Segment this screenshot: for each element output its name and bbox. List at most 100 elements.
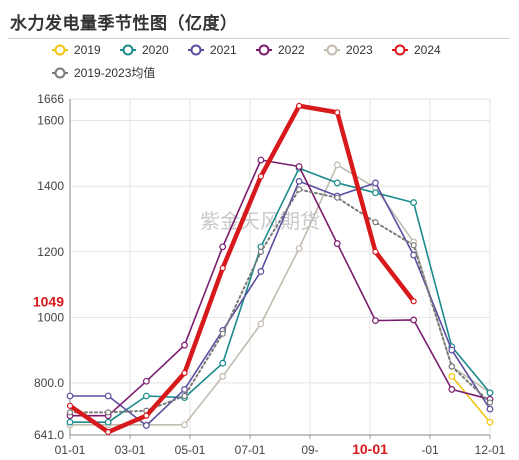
series-point xyxy=(295,177,303,185)
series-point xyxy=(66,409,74,416)
y-tick-label: 1666 xyxy=(37,92,64,106)
series-point xyxy=(372,219,379,226)
series-5 xyxy=(66,102,417,436)
series-point xyxy=(333,240,341,247)
series-point xyxy=(219,330,226,337)
series-point xyxy=(257,268,265,275)
legend-label: 2024 xyxy=(414,43,441,57)
series-point xyxy=(66,418,74,426)
series-point xyxy=(334,109,341,116)
series-point xyxy=(448,363,455,370)
series-point xyxy=(66,402,74,409)
y-tick-label: 1000 xyxy=(37,310,64,324)
series-point xyxy=(410,298,417,305)
series-point xyxy=(143,412,150,419)
series-point xyxy=(219,265,226,272)
legend: 2019 2020 2021 2022 2023 2024 2019-2023均值 xyxy=(52,43,441,80)
series-point xyxy=(410,251,418,259)
x-tick-label: 07-01 xyxy=(235,443,266,457)
legend-label: 2021 xyxy=(210,43,237,57)
y-tick-label: 1400 xyxy=(37,179,64,193)
series-point xyxy=(295,186,303,193)
legend-swatch-marker xyxy=(54,44,66,56)
legend-swatch-marker xyxy=(54,67,66,79)
series-point xyxy=(295,102,303,109)
series-point xyxy=(333,179,341,187)
x-tick-label: 09- xyxy=(301,443,318,457)
series-point xyxy=(295,245,303,252)
series-line xyxy=(69,164,491,426)
series-point xyxy=(257,320,265,328)
series-point xyxy=(486,405,494,413)
y-tick-label: 1600 xyxy=(37,114,64,128)
series-line xyxy=(69,188,491,414)
series-line xyxy=(69,159,491,417)
legend-item[interactable]: 2020 xyxy=(120,43,169,57)
series-point xyxy=(181,392,188,400)
x-tick-label: 01-01 xyxy=(55,443,86,457)
legend-label: 2019 xyxy=(74,43,101,57)
legend-item[interactable]: 2019 xyxy=(52,43,101,57)
series-point xyxy=(372,248,379,255)
series-point xyxy=(142,422,150,429)
series-point xyxy=(181,386,188,393)
series-point xyxy=(142,377,150,385)
series-line xyxy=(67,103,416,435)
series-point xyxy=(334,194,341,201)
series-point xyxy=(257,156,265,164)
series-line xyxy=(69,167,491,423)
series-point xyxy=(372,179,379,187)
legend-swatch-marker xyxy=(326,44,338,56)
title-divider xyxy=(8,38,510,39)
legend-swatch-marker xyxy=(394,44,406,56)
series-point xyxy=(257,173,265,180)
legend-swatch-marker xyxy=(190,44,202,56)
legend-item[interactable]: 2024 xyxy=(392,43,441,57)
series-point xyxy=(257,248,265,255)
series-point xyxy=(448,346,456,354)
series-point xyxy=(104,418,112,426)
legend-label: 2023 xyxy=(346,43,373,57)
x-tick-label: -01 xyxy=(421,443,439,457)
x-highlight-label: 10-01 xyxy=(352,441,388,457)
series-0 xyxy=(448,372,494,426)
x-tick-label: 05-01 xyxy=(175,443,206,457)
series-point xyxy=(333,161,341,169)
series-point xyxy=(181,341,188,349)
series-point xyxy=(486,418,494,426)
legend-item[interactable]: 2023 xyxy=(324,43,373,57)
watermark: 紫金天风期货 xyxy=(200,209,320,233)
series-point xyxy=(181,369,188,377)
chart-title: 水力发电量季节性图（亿度） xyxy=(10,14,238,33)
series-point xyxy=(66,392,74,400)
series-line xyxy=(451,375,491,423)
series-point xyxy=(486,399,494,406)
legend-item[interactable]: 2021 xyxy=(188,43,237,57)
axes: 641.0 800.0 1000 1200 1400 1600 1666 1049 01-01 0… xyxy=(33,92,506,457)
series-point xyxy=(372,317,379,324)
legend-label: 2019-2023均值 xyxy=(74,65,155,80)
series-point xyxy=(295,163,303,170)
legend-item[interactable]: 2022 xyxy=(256,43,305,57)
series-6 xyxy=(66,186,494,416)
y-tick-label: 1200 xyxy=(37,245,64,259)
watermark-text: 紫金天风期货 xyxy=(200,209,320,233)
series-point xyxy=(410,242,417,249)
legend-swatch-marker xyxy=(122,44,134,56)
y-highlight-label: 1049 xyxy=(33,293,64,309)
series-point xyxy=(181,421,188,429)
series-point xyxy=(410,199,418,206)
series-point xyxy=(219,372,227,380)
series-lines xyxy=(66,102,494,436)
series-point xyxy=(142,392,150,400)
series-point xyxy=(105,409,112,416)
series-point xyxy=(448,386,456,393)
series-point xyxy=(219,243,227,251)
series-point xyxy=(448,372,456,380)
grid-lines xyxy=(69,98,491,436)
legend-item[interactable]: 2019-2023均值 xyxy=(52,65,155,80)
y-tick-label: 641.0 xyxy=(34,428,64,442)
y-tick-label: 800.0 xyxy=(34,376,64,390)
series-point xyxy=(372,189,379,197)
